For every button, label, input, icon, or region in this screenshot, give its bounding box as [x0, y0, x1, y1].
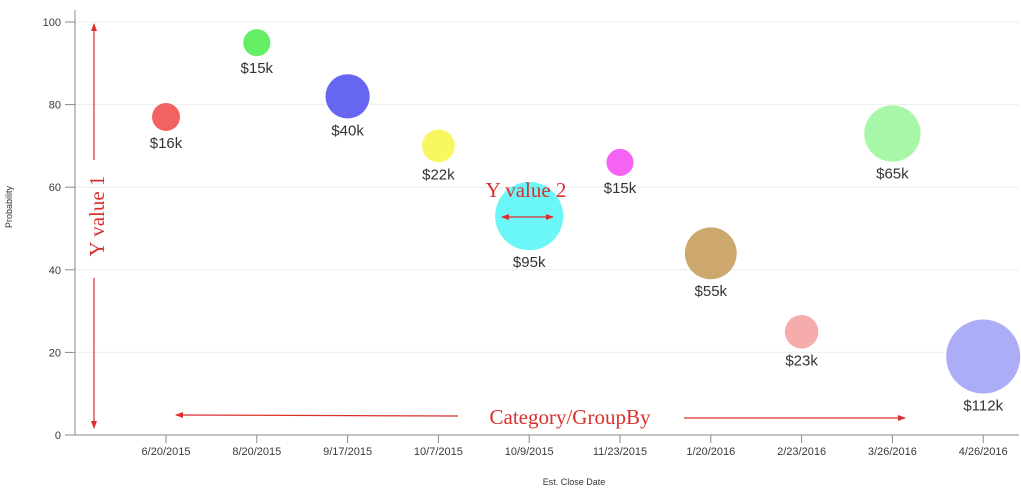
x-tick-label: 8/20/2015	[232, 446, 281, 458]
x-tick-labels: 6/20/2015 8/20/2015 9/17/2015 10/7/2015 10/9…	[142, 435, 1008, 458]
bubbles	[152, 29, 1021, 394]
category-annotation: Category/GroupBy	[490, 405, 651, 429]
bubble-data-label: $22k	[422, 166, 455, 183]
bubble[interactable]	[606, 148, 634, 176]
bubble-data-label: $65k	[876, 166, 909, 183]
bubble[interactable]	[684, 227, 737, 280]
bubble[interactable]	[243, 29, 271, 57]
bubble-data-label: $16k	[150, 135, 183, 152]
x-tick-label: 6/20/2015	[142, 446, 191, 458]
y-value-1-annotation: Y value 1	[85, 176, 109, 257]
bubble[interactable]	[422, 129, 455, 163]
x-tick-label: 4/26/2016	[959, 446, 1008, 458]
category-arrow-left	[175, 412, 459, 419]
x-tick-label: 9/17/2015	[323, 446, 372, 458]
x-tick-label: 10/7/2015	[414, 446, 463, 458]
bubble[interactable]	[495, 182, 564, 251]
bubble-data-labels: $16k $15k $40k $22k $95k $15k $55k $23k $65k $112…	[150, 60, 1004, 414]
bubble[interactable]	[152, 103, 180, 131]
y-axis-title: Probability	[4, 185, 14, 228]
bubble[interactable]	[864, 105, 921, 162]
y-tick-label: 100	[43, 17, 61, 29]
x-tick-label: 2/23/2016	[777, 446, 826, 458]
y-tick-label: 0	[55, 430, 61, 442]
bubble[interactable]	[325, 74, 370, 119]
bubble-data-label: $15k	[241, 60, 274, 77]
y-tick-label: 40	[49, 265, 61, 277]
bubble-data-label: $40k	[331, 122, 364, 139]
x-tick-label: 3/26/2016	[868, 446, 917, 458]
y-tick-labels: 0 20 40 60 80 100	[43, 17, 75, 442]
bubble-data-label: $55k	[695, 283, 728, 300]
axes	[65, 10, 1019, 436]
y-value-2-annotation: Y value 2	[486, 178, 567, 202]
bubble[interactable]	[946, 319, 1021, 394]
y-tick-label: 60	[49, 182, 61, 194]
x-tick-label: 11/23/2015	[593, 446, 647, 458]
x-tick-label: 1/20/2016	[686, 446, 735, 458]
y-tick-label: 80	[49, 100, 61, 112]
x-tick-label: 10/9/2015	[505, 446, 554, 458]
bubble-data-label: $15k	[604, 180, 637, 197]
bubble-data-label: $95k	[513, 254, 546, 271]
bubble-data-label: $23k	[785, 353, 818, 370]
bubble-data-label: $112k	[963, 398, 1003, 415]
annotation-overlay: Y value 1 Y value 2 Category/GroupBy	[85, 23, 906, 429]
x-axis-title: Est. Close Date	[543, 477, 606, 487]
bubble[interactable]	[784, 314, 819, 349]
y-tick-label: 20	[49, 347, 61, 359]
